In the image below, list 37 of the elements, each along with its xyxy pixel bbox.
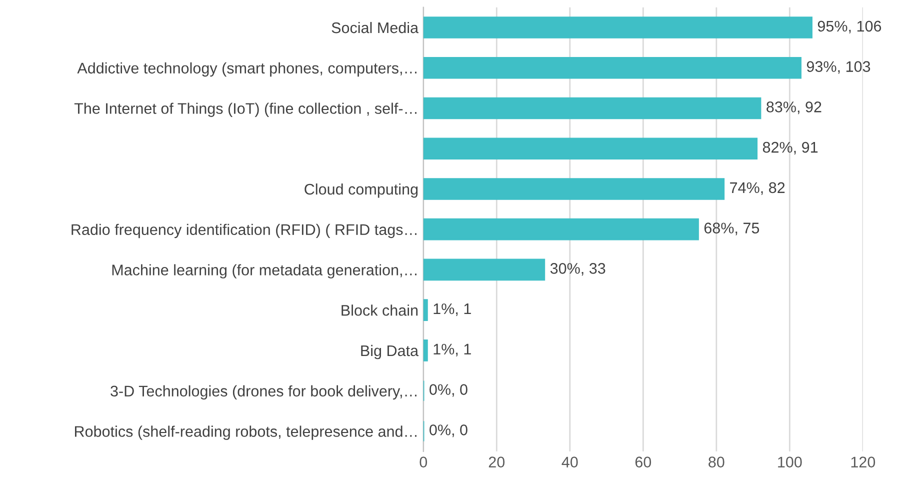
- x-tick-label: 100: [778, 456, 802, 468]
- y-tick-label: Radio frequency identification (RFID) ( RFID tags…: [72, 224, 416, 238]
- x-tick-label: 60: [635, 456, 652, 468]
- y-tick-label: Social Media: [332, 22, 419, 34]
- x-tick-label: 20: [488, 456, 505, 468]
- bar: [423, 299, 428, 322]
- bar: [423, 218, 699, 240]
- y-tick-label: Robotics (shelf-reading robots, telepresence and…: [75, 426, 416, 440]
- y-tick-label: 3-D Technologies (drones for book delivery,…: [110, 385, 416, 400]
- bar: [423, 178, 725, 200]
- data-label: 82%, 91: [762, 142, 818, 155]
- bar: [423, 258, 546, 281]
- x-tick-label: 0: [420, 456, 428, 468]
- data-label: 74%, 82: [730, 182, 785, 195]
- data-label: 1%, 1: [434, 303, 471, 316]
- data-label: 93%, 103: [806, 61, 870, 74]
- data-label: 0%, 0: [430, 424, 468, 438]
- y-tick-label: The Internet of Things (IoT) (fine collection , self-…: [74, 102, 416, 117]
- y-tick-label: Cloud computing: [304, 183, 418, 198]
- bar: [423, 16, 812, 38]
- data-label: 1%, 1: [434, 344, 471, 356]
- bar: [423, 138, 758, 160]
- x-tick-label: 120: [851, 456, 876, 468]
- data-label: 83%, 92: [766, 102, 822, 114]
- data-label: 0%, 0: [430, 384, 468, 397]
- y-tick-label: Block chain: [342, 304, 418, 316]
- bar: [423, 340, 428, 362]
- data-label: 95%, 106: [818, 20, 882, 34]
- y-tick-label: Addictive technology (smart phones, computers,…: [77, 62, 416, 77]
- data-label: 30%, 33: [550, 263, 606, 276]
- data-label: 68%, 75: [704, 222, 760, 236]
- bar: [423, 97, 762, 120]
- bar: [423, 56, 802, 79]
- x-tick-label: 40: [562, 456, 578, 468]
- x-tick-label: 80: [708, 456, 724, 468]
- y-tick-label: Big Data: [361, 344, 419, 360]
- y-tick-label: Machine learning (for metadata generation,…: [112, 264, 416, 278]
